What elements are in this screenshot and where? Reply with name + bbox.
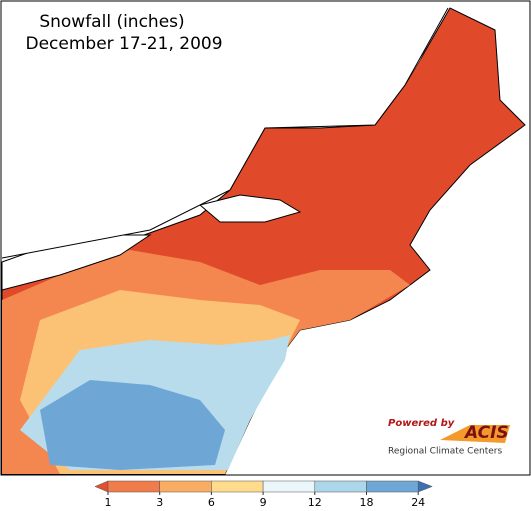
legend-tick-label: 12 — [308, 496, 322, 509]
legend-segment — [211, 480, 264, 493]
legend-arrow-right — [417, 480, 433, 493]
title: Snowfall (inches) — [39, 12, 184, 32]
subtitle: December 17-21, 2009 — [25, 34, 222, 54]
logo: Powered by ACIS Regional Climate Centers — [388, 418, 510, 457]
lake-ontario — [198, 194, 302, 223]
legend-tick-label: 3 — [156, 496, 163, 509]
legend-tick-label: 24 — [411, 496, 425, 509]
legend-segment — [262, 480, 316, 493]
logo-powered: Powered by — [388, 418, 455, 429]
legend-segment — [314, 480, 367, 493]
legend-segment — [107, 480, 160, 493]
logo-name: ACIS — [463, 423, 509, 443]
logo-swoosh — [440, 425, 510, 443]
legend-tick-label: 9 — [260, 496, 267, 509]
legend-arrow-left — [94, 480, 109, 493]
legend-tick-label: 6 — [208, 496, 215, 509]
map — [1, 2, 526, 475]
legend-tick-label: 1 — [105, 496, 112, 509]
legend-segment — [159, 480, 212, 493]
blue-zone — [40, 380, 225, 470]
canada — [2, 2, 448, 258]
logo-org: Regional Climate Centers — [388, 447, 502, 457]
legend: 1 3 6 9 12 18 24 — [94, 480, 433, 509]
coast — [1, 7, 449, 259]
legend-segment — [366, 480, 419, 493]
legend-tick-label: 18 — [360, 496, 374, 509]
